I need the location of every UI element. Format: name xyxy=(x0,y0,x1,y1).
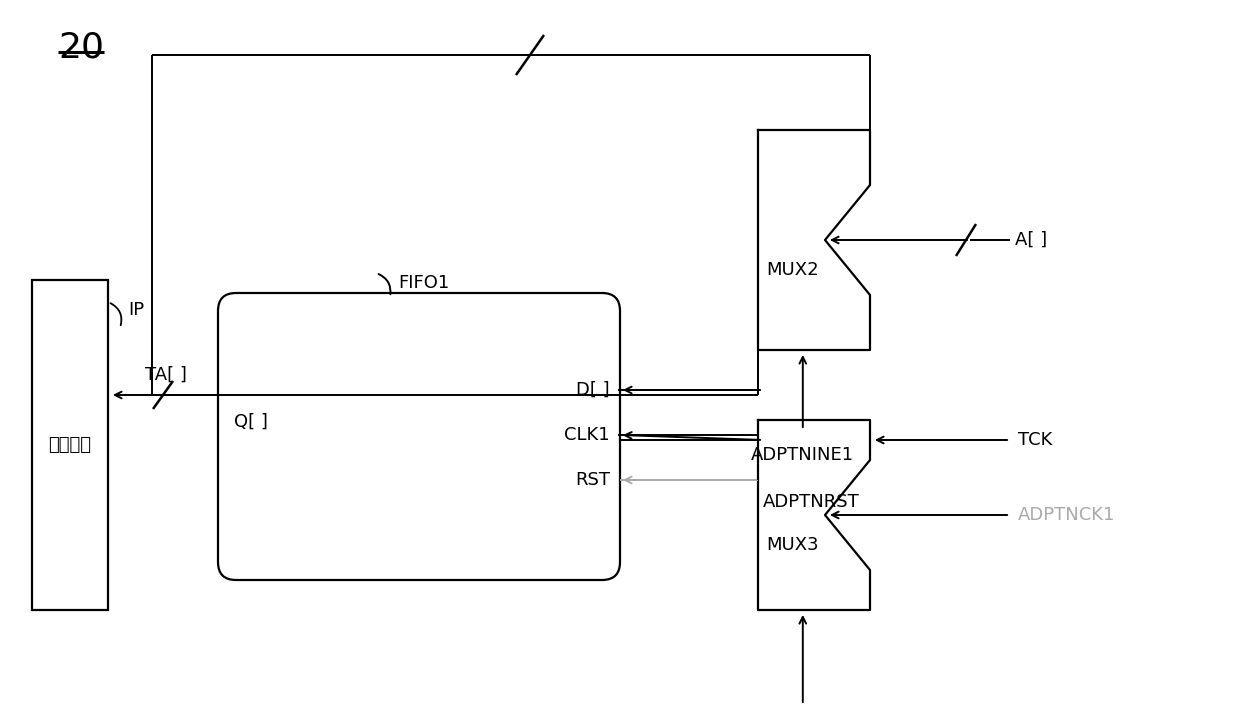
Text: ADPTNINE1: ADPTNINE1 xyxy=(751,721,854,722)
Text: ADPTNCK1: ADPTNCK1 xyxy=(1018,506,1115,524)
Text: A[ ]: A[ ] xyxy=(1016,231,1047,249)
Text: MUX2: MUX2 xyxy=(766,261,818,279)
Text: TCK: TCK xyxy=(1018,431,1053,449)
Text: FIFO1: FIFO1 xyxy=(398,274,449,292)
FancyBboxPatch shape xyxy=(218,293,620,580)
Text: Q[ ]: Q[ ] xyxy=(234,412,268,430)
Text: 被测设备: 被测设备 xyxy=(48,436,92,454)
Text: TA[ ]: TA[ ] xyxy=(145,366,187,384)
Text: 20: 20 xyxy=(58,30,104,64)
Text: ADPTNINE1: ADPTNINE1 xyxy=(751,446,854,464)
Bar xyxy=(32,280,108,610)
Text: CLK1: CLK1 xyxy=(564,426,610,444)
Text: D[ ]: D[ ] xyxy=(577,381,610,399)
Text: RST: RST xyxy=(575,471,610,489)
Text: ADPTNRST: ADPTNRST xyxy=(763,493,859,511)
Text: IP: IP xyxy=(128,301,144,319)
Text: MUX3: MUX3 xyxy=(766,536,818,554)
